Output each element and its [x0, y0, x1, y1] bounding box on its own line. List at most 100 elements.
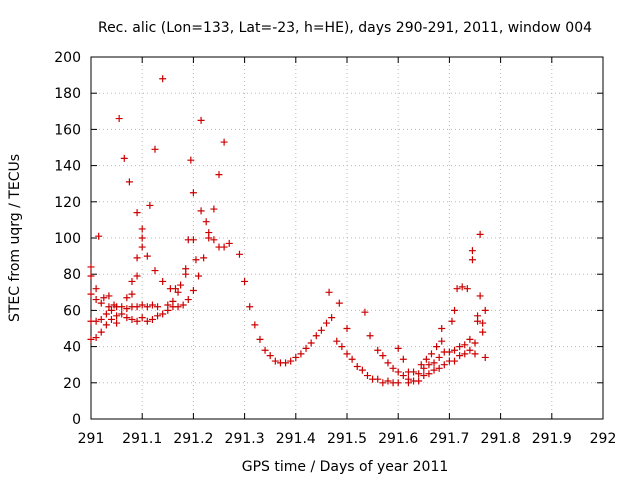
data-point	[399, 372, 407, 380]
y-tick-label: 200	[54, 50, 81, 66]
data-point	[202, 218, 210, 226]
data-point	[179, 301, 187, 309]
data-point	[220, 243, 228, 251]
data-point	[118, 303, 126, 311]
x-tick-label: 291.7	[429, 431, 469, 447]
data-point	[399, 355, 407, 363]
data-point	[451, 346, 459, 354]
data-point	[138, 314, 146, 322]
data-point	[394, 368, 402, 376]
data-point	[379, 352, 387, 360]
data-point	[128, 290, 136, 298]
data-point	[189, 286, 197, 294]
data-point	[468, 247, 476, 255]
data-point	[468, 256, 476, 264]
data-point	[118, 310, 126, 318]
x-tick-label: 291.5	[327, 431, 367, 447]
data-point	[292, 353, 300, 361]
data-point	[143, 317, 151, 325]
data-point	[97, 315, 105, 323]
axis-ticks	[90, 56, 604, 420]
x-tick-label: 291.6	[378, 431, 418, 447]
data-point	[471, 339, 479, 347]
data-point	[361, 308, 369, 316]
data-point	[451, 357, 459, 365]
data-point	[138, 243, 146, 251]
data-point	[92, 285, 100, 293]
data-point	[133, 209, 141, 217]
data-point	[113, 319, 121, 327]
data-point	[456, 343, 464, 351]
data-point	[87, 290, 95, 298]
data-point	[420, 364, 428, 372]
data-point	[154, 303, 162, 311]
data-point	[256, 335, 264, 343]
data-point	[151, 145, 159, 153]
data-point	[92, 334, 100, 342]
data-point	[97, 299, 105, 307]
data-point	[128, 277, 136, 285]
x-tick-label: 291	[78, 431, 105, 447]
data-point	[192, 256, 200, 264]
data-point	[438, 337, 446, 345]
data-point	[169, 297, 177, 305]
data-point	[325, 288, 333, 296]
data-point	[154, 312, 162, 320]
data-point	[374, 346, 382, 354]
data-point	[461, 341, 469, 349]
data-point	[282, 359, 290, 367]
data-point	[307, 339, 315, 347]
data-point	[394, 344, 402, 352]
data-point	[328, 314, 336, 322]
data-point	[197, 116, 205, 124]
data-point	[422, 355, 430, 363]
chart-title: Rec. alic (Lon=133, Lat=-23, h=HE), days…	[98, 20, 592, 36]
y-tick-label: 40	[63, 340, 81, 356]
data-point	[479, 328, 487, 336]
data-point	[92, 296, 100, 304]
x-tick-label: 291.2	[173, 431, 213, 447]
x-tick-label: 292	[590, 431, 617, 447]
data-point	[404, 375, 412, 383]
data-point	[435, 353, 443, 361]
data-point	[474, 312, 482, 320]
data-point	[445, 348, 453, 356]
data-point	[105, 303, 113, 311]
data-point	[384, 359, 392, 367]
data-point	[427, 350, 435, 358]
data-point	[195, 272, 203, 280]
data-points	[87, 75, 489, 387]
data-point	[174, 303, 182, 311]
data-point	[138, 301, 146, 309]
data-point	[430, 359, 438, 367]
data-point	[353, 363, 361, 371]
data-point	[374, 375, 382, 383]
data-point	[343, 325, 351, 332]
y-axis-label: STEC from uqrg / TECUs	[7, 154, 23, 322]
data-point	[120, 154, 128, 162]
y-tick-label: 160	[54, 122, 81, 138]
data-point	[425, 370, 433, 378]
data-point	[87, 335, 95, 343]
data-point	[143, 303, 151, 311]
data-point	[410, 368, 418, 376]
data-point	[133, 317, 141, 325]
data-point	[335, 299, 343, 307]
data-point	[471, 350, 479, 358]
data-point	[189, 189, 197, 197]
data-point	[95, 232, 103, 240]
data-point	[415, 370, 423, 378]
y-tick-label: 20	[63, 376, 81, 392]
data-point	[210, 205, 218, 213]
data-point	[87, 263, 95, 271]
data-point	[333, 337, 341, 345]
data-point	[138, 234, 146, 242]
data-point	[479, 319, 487, 327]
data-point	[125, 178, 133, 186]
data-point	[461, 350, 469, 358]
data-point	[338, 343, 346, 351]
data-point	[302, 344, 310, 352]
data-point	[348, 355, 356, 363]
data-point	[210, 236, 218, 244]
